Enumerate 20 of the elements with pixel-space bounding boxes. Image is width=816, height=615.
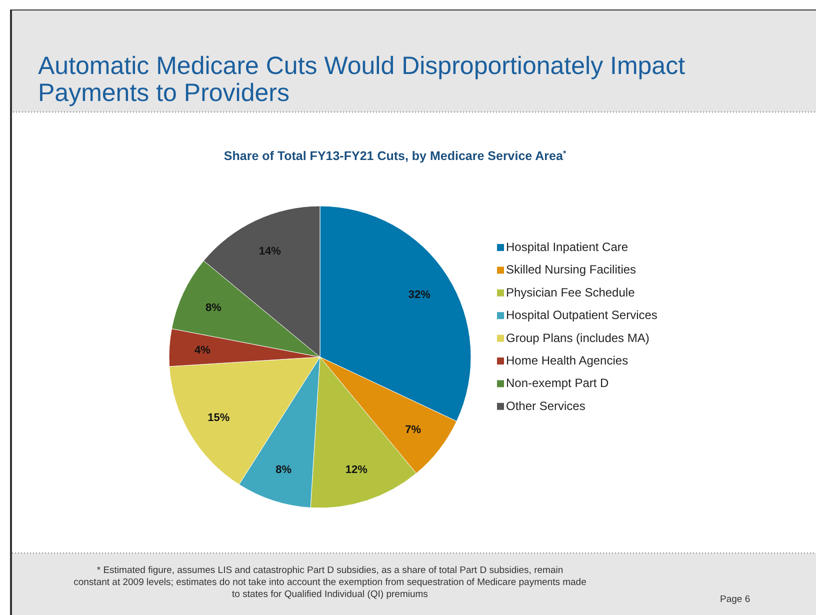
data-label: 32% (408, 288, 431, 301)
chart-subtitle: Share of Total FY13-FY21 Cuts, by Medicare Service Area$^{*}$ (224, 148, 567, 163)
legend-label: Skilled Nursing Facilities (506, 262, 636, 277)
legend-label: Other Services (506, 398, 586, 413)
text: * Estimated figure, assumes LIS and catastrophic Part D subsidies, as a share of total Part D subsidies, remain constant at 2009 levels; estimates do not take into account the exemption from sequestration of Medicare payments made to states for Qualified Individual (QI) premiums (74, 565, 586, 600)
data-label: 8% (205, 302, 222, 314)
data-label: 7% (405, 424, 422, 436)
legend-label: Hospital Outpatient Services (506, 308, 658, 322)
data-label: 12% (345, 464, 368, 476)
legend-label: Group Plans (includes MA) (506, 330, 650, 345)
legend-label: Non-exempt Part D (506, 376, 610, 390)
text: Page 6 (720, 594, 750, 605)
legend-label: Hospital Inpatient Care (506, 240, 628, 254)
chart-title: Automatic Medicare Cuts Would Disproportionately Impact Payments to Providers (38, 52, 686, 107)
legend-label: Physician Fee Schedule (506, 285, 636, 300)
legend-label: Home Health Agencies (506, 354, 628, 368)
data-label: 4% (194, 344, 211, 357)
data-label: 15% (208, 412, 230, 424)
data-label: 14% (258, 245, 282, 258)
data-label: 8% (276, 464, 292, 476)
